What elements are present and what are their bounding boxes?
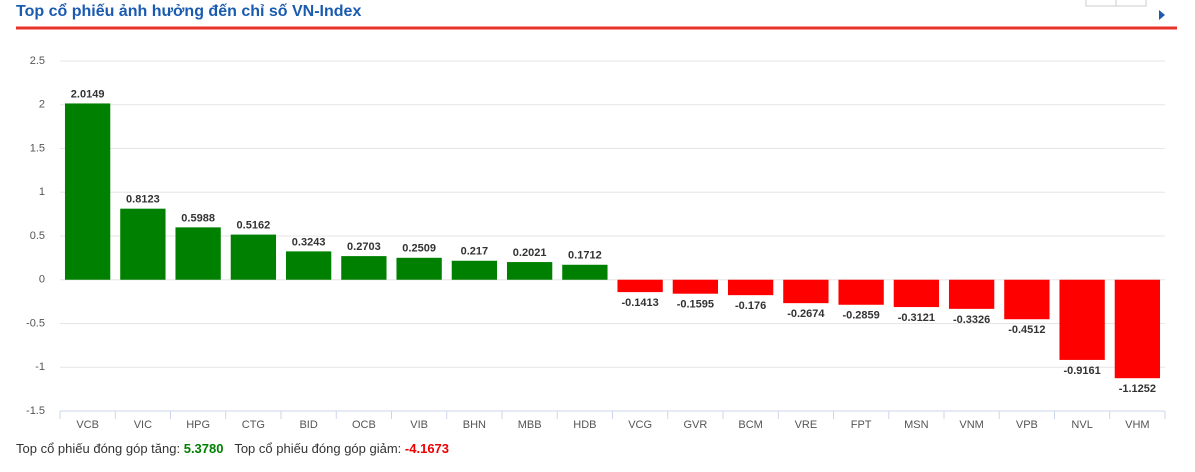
up-label: Top cổ phiếu đóng góp tăng: — [16, 441, 181, 456]
x-tick-label: OCB — [352, 419, 376, 431]
value-label: -0.1413 — [621, 297, 658, 309]
x-tick-label: VRE — [795, 419, 818, 431]
y-tick-label: -1 — [35, 361, 45, 373]
x-tick-label: VHM — [1125, 419, 1149, 431]
value-label: -0.4512 — [1008, 324, 1045, 336]
x-tick-label: BID — [299, 419, 317, 431]
y-tick-label: -0.5 — [26, 317, 45, 329]
down-value: -4.1673 — [404, 441, 450, 456]
bar — [120, 208, 166, 280]
y-tick-label: 0.5 — [30, 230, 45, 242]
x-tick-label: NVL — [1071, 419, 1092, 431]
x-tick-label: CTG — [242, 419, 265, 431]
bar — [396, 257, 442, 280]
x-tick-label: BHN — [463, 419, 486, 431]
value-label: -0.1595 — [677, 299, 714, 311]
footer: Top cổ phiếu đóng góp tăng: 5.3780 Top c… — [16, 441, 449, 456]
value-label: 2.0149 — [71, 88, 105, 100]
value-label: 0.217 — [461, 246, 489, 258]
bar — [893, 279, 940, 308]
bar — [617, 279, 663, 293]
value-label: -0.3326 — [953, 314, 990, 326]
next-arrow[interactable] — [1159, 10, 1165, 20]
bar — [1004, 279, 1050, 320]
x-tick-label: GVR — [683, 419, 707, 431]
y-tick-label: 2 — [39, 99, 45, 111]
x-tick-label: VIB — [410, 419, 428, 431]
x-tick-label: HDB — [573, 419, 596, 431]
value-label: -1.1252 — [1119, 383, 1156, 395]
value-label: 0.2021 — [513, 247, 547, 259]
x-tick-label: VCG — [628, 419, 652, 431]
value-label: -0.2859 — [842, 310, 879, 322]
bar — [285, 251, 332, 280]
value-label: 0.1712 — [568, 250, 602, 262]
value-label: -0.3121 — [898, 312, 935, 324]
bar — [838, 279, 884, 305]
value-label: -0.176 — [735, 300, 766, 312]
y-tick-label: -1.5 — [26, 405, 45, 417]
bar — [175, 227, 221, 280]
y-tick-label: 1 — [39, 186, 45, 198]
bar — [451, 260, 498, 280]
bar — [562, 264, 608, 280]
value-label: 0.5988 — [181, 212, 215, 224]
bar — [783, 279, 829, 304]
value-label: -0.9161 — [1063, 365, 1100, 377]
value-label: 0.8123 — [126, 194, 160, 206]
x-tick-label: BCM — [738, 419, 762, 431]
x-tick-label: MBB — [518, 419, 542, 431]
up-value: 5.3780 — [183, 441, 224, 456]
bar — [1059, 279, 1105, 360]
button[interactable] — [1115, 0, 1147, 7]
x-tick-label: VCB — [76, 419, 99, 431]
y-tick-label: 0 — [39, 274, 45, 286]
value-label: 0.5162 — [237, 219, 271, 231]
chart-title: Top cổ phiếu ảnh hưởng đến chỉ số VN-Ind… — [16, 2, 361, 20]
bar — [506, 262, 553, 280]
bar — [1114, 279, 1161, 379]
value-label: -0.2674 — [787, 308, 825, 320]
value-label: 0.2509 — [402, 243, 436, 255]
value-label: 0.3243 — [292, 236, 326, 248]
x-tick-label: MSN — [904, 419, 929, 431]
bar — [64, 103, 111, 280]
bar — [230, 234, 277, 280]
value-label: 0.2703 — [347, 241, 381, 253]
x-tick-label: VNM — [959, 419, 983, 431]
button[interactable] — [1085, 0, 1117, 7]
x-tick-label: VIC — [134, 419, 152, 431]
bar — [341, 256, 387, 280]
chart: Top cổ phiếu ảnh hưởng đến chỉ số VN-Ind… — [16, 0, 1177, 431]
y-tick-label: 1.5 — [30, 142, 45, 154]
bar — [672, 279, 719, 294]
down-label: Top cổ phiếu đóng góp giảm: — [234, 441, 402, 456]
bar — [948, 279, 995, 309]
bar — [727, 279, 774, 296]
x-tick-label: FPT — [851, 419, 872, 431]
y-tick-label: 2.5 — [30, 55, 45, 67]
x-tick-label: VPB — [1016, 419, 1038, 431]
x-tick-label: HPG — [186, 419, 210, 431]
